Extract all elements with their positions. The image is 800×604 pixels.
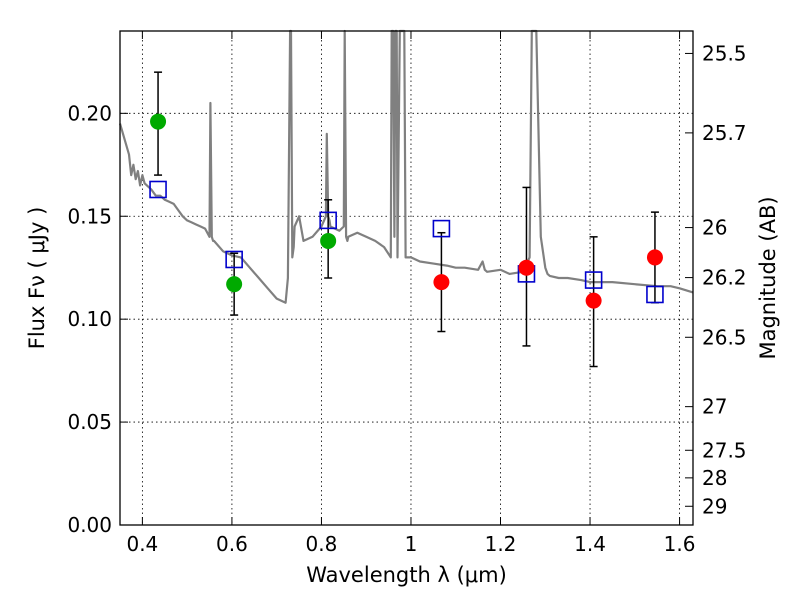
model-photometry-point [225, 250, 243, 269]
observed-green-point [320, 232, 337, 249]
magnitude-tick-label: 29 [702, 494, 727, 518]
magnitude-tick-label: 26 [702, 216, 727, 240]
magnitude-tick-label: 25.7 [702, 121, 747, 145]
x-tick-label: 0.6 [216, 532, 248, 556]
magnitude-axis-label: Magnitude (AB) [756, 196, 780, 359]
x-tick-label: 1 [405, 532, 418, 556]
magnitude-tick-label: 26.5 [702, 325, 747, 349]
observed-red-point [585, 292, 602, 309]
observed-red-point [518, 259, 535, 276]
x-tick-label: 1.6 [664, 532, 696, 556]
observed-red-point [433, 274, 450, 291]
y-axis-label: Flux Fν ( μJy ) [25, 207, 49, 350]
observed-red-point [646, 249, 663, 266]
errorbar-layer [154, 71, 659, 368]
x-tick-label: 0.4 [126, 532, 158, 556]
magnitude-tick-labels: 25.5 25.7 26 26.2 26.5 27 27.5 28 29 [702, 41, 747, 518]
magnitude-tick-label: 28 [702, 466, 727, 490]
tick-layer [120, 31, 693, 526]
x-tick-label: 0.8 [306, 532, 338, 556]
observed-green-point [150, 113, 167, 130]
plot-frame [119, 30, 694, 526]
x-axis-label: Wavelength λ (μm) [306, 563, 507, 587]
spectrum-line [118, 29, 694, 304]
x-tick-label: 1.4 [574, 532, 606, 556]
y-tick-label: 0.00 [67, 513, 112, 537]
model-photometry-point [584, 271, 603, 289]
spectrum-layer [118, 29, 694, 304]
model-photometry-point [646, 285, 664, 304]
y-tick-label: 0.20 [67, 101, 112, 125]
model-photometry-point [319, 211, 337, 230]
x-tick-label: 1.2 [485, 532, 517, 556]
y-tick-labels: 0.00 0.05 0.10 0.15 0.20 [67, 101, 112, 537]
y-tick-label: 0.05 [67, 410, 112, 434]
y-tick-label: 0.10 [67, 307, 112, 331]
y-tick-label: 0.15 [67, 204, 112, 228]
magnitude-tick-label: 27 [702, 395, 727, 419]
magnitude-tick-label: 26.2 [702, 266, 747, 290]
model-photometry-point [432, 219, 451, 238]
x-tick-labels: 0.4 0.6 0.8 1 1.2 1.4 1.6 [126, 532, 695, 556]
observed-green-point [226, 276, 243, 293]
magnitude-tick-label: 25.5 [702, 41, 747, 65]
model-photometry-point [149, 180, 167, 199]
magnitude-tick-label: 27.5 [702, 438, 747, 462]
grid-layer [120, 31, 693, 526]
marker-layer [149, 113, 664, 309]
